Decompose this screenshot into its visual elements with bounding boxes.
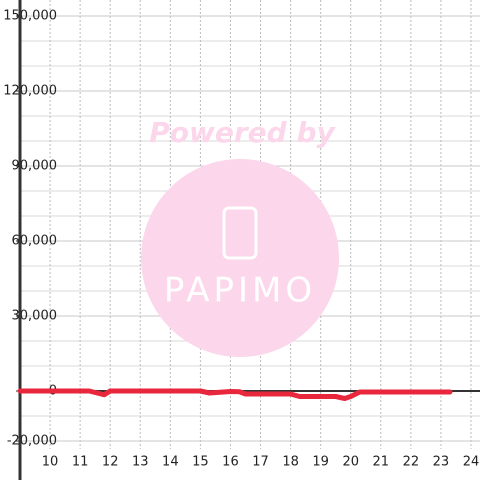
watermark-bottom: PAPIMO bbox=[164, 271, 316, 311]
x-tick-label: 24 bbox=[463, 455, 480, 470]
watermark-top: Powered by bbox=[149, 116, 336, 149]
x-tick-label: 23 bbox=[433, 455, 450, 470]
y-tick-label: 150,000 bbox=[3, 9, 57, 24]
x-tick-label: 15 bbox=[192, 455, 209, 470]
x-tick-label: 11 bbox=[72, 455, 89, 470]
x-tick-label: 16 bbox=[222, 455, 239, 470]
watermark-icon bbox=[222, 206, 258, 260]
x-tick-label: 20 bbox=[342, 455, 359, 470]
watermark: Powered by PAPIMO bbox=[141, 116, 339, 357]
x-tick-label: 19 bbox=[312, 455, 329, 470]
x-tick-label: 12 bbox=[102, 455, 119, 470]
y-tick-label: 30,000 bbox=[12, 309, 58, 324]
x-tick-label: 13 bbox=[132, 455, 149, 470]
x-tick-label: 10 bbox=[42, 455, 59, 470]
y-tick-label: 90,000 bbox=[12, 159, 58, 174]
line bbox=[17, 388, 453, 401]
x-tick-label: 18 bbox=[282, 455, 299, 470]
y-tick-label: 120,000 bbox=[3, 84, 57, 99]
x-tick-label: 17 bbox=[252, 455, 269, 470]
x-tick-label: 22 bbox=[403, 455, 420, 470]
y-tick-label: -20,000 bbox=[7, 434, 57, 449]
x-tick-label: 21 bbox=[373, 455, 390, 470]
y-tick-label: 60,000 bbox=[12, 234, 58, 249]
x-tick-label: 14 bbox=[162, 455, 179, 470]
